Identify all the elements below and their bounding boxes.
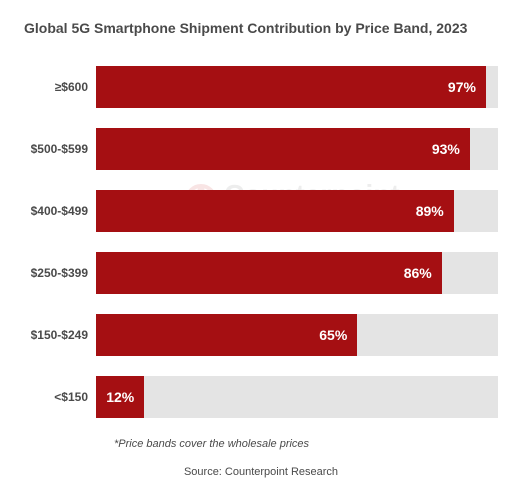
bar-value-label: 93%: [432, 141, 460, 157]
bar-value-label: 12%: [106, 389, 134, 405]
bar-fill: 86%: [96, 252, 442, 294]
bar-fill: 65%: [96, 314, 357, 356]
bar-fill: 12%: [96, 376, 144, 418]
bar-track: 12%: [96, 376, 498, 418]
y-axis-label: $150-$249: [24, 328, 96, 342]
bar-track: 93%: [96, 128, 498, 170]
bar-track: 97%: [96, 66, 498, 108]
bar-value-label: 86%: [404, 265, 432, 281]
bar-fill: 97%: [96, 66, 486, 108]
bar-fill: 89%: [96, 190, 454, 232]
bar-track: 86%: [96, 252, 498, 294]
bar-row: $400-$499 89%: [24, 190, 498, 232]
chart-title: Global 5G Smartphone Shipment Contributi…: [24, 20, 498, 36]
bar-row: $500-$599 93%: [24, 128, 498, 170]
bar-row: ≥$600 97%: [24, 66, 498, 108]
bar-fill: 93%: [96, 128, 470, 170]
bar-value-label: 89%: [416, 203, 444, 219]
y-axis-label: $400-$499: [24, 204, 96, 218]
y-axis-label: $250-$399: [24, 266, 96, 280]
y-axis-label: <$150: [24, 390, 96, 404]
source-attribution: Source: Counterpoint Research: [24, 466, 498, 478]
footnote: *Price bands cover the wholesale prices: [114, 438, 498, 450]
bar-value-label: 65%: [319, 327, 347, 343]
bar-track: 65%: [96, 314, 498, 356]
y-axis-label: $500-$599: [24, 142, 96, 156]
bar-row: <$150 12%: [24, 376, 498, 418]
bar-row: $250-$399 86%: [24, 252, 498, 294]
bar-track: 89%: [96, 190, 498, 232]
bar-row: $150-$249 65%: [24, 314, 498, 356]
bar-value-label: 97%: [448, 79, 476, 95]
chart-area: Counterpoint Technology Market Research …: [24, 66, 498, 418]
y-axis-label: ≥$600: [24, 80, 96, 94]
